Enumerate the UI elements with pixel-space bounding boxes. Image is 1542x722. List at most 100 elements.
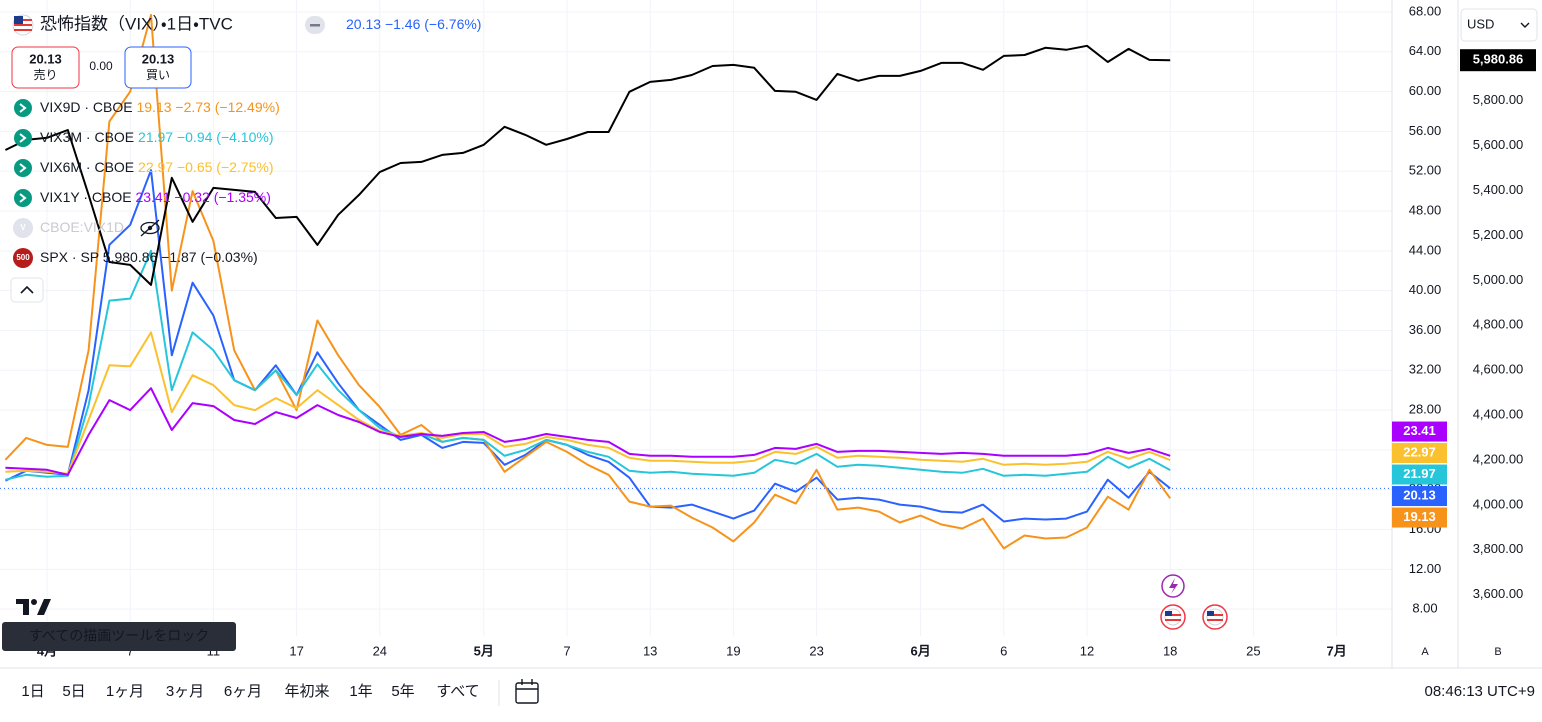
range-button[interactable]: 1年 <box>349 683 372 700</box>
legend-text: SPX · SP 5,980.86 −1.87 (−0.03%) <box>40 249 258 265</box>
range-button[interactable]: 1ヶ月 <box>106 683 144 700</box>
x-tick-label: 12 <box>1080 643 1094 658</box>
y-tick-label: 8.00 <box>1412 601 1437 616</box>
legend-last: 19.13 <box>136 99 171 115</box>
y2-tick-label: 5,200.00 <box>1473 227 1524 242</box>
legend-pct: (−2.75%) <box>216 159 273 175</box>
visibility-toggle[interactable] <box>140 219 160 237</box>
legend-item[interactable]: VIX1Y · CBOE 23.41 −0.32 (−1.35%) <box>14 189 271 207</box>
toolbar: 08:46:13 UTC+9 1日 5日 1ヶ月 3ヶ月 6ヶ月 年初来 1年 5年 すべて <box>21 679 1535 706</box>
y-tick-label: 60.00 <box>1409 83 1442 98</box>
currency-dropdown[interactable]: USD <box>1460 8 1538 42</box>
sell-price: 20.13 <box>29 51 62 66</box>
x-tick-label: 7月 <box>1326 643 1346 658</box>
date-range-button[interactable] <box>515 679 539 704</box>
range-button[interactable]: 年初来 <box>284 683 329 700</box>
legend-text: VIX6M · CBOE 22.97 −0.65 (−2.75%) <box>40 159 274 175</box>
x-tick-label: 6 <box>1000 643 1007 658</box>
legend-last: 23.41 <box>135 189 170 205</box>
legend-icon <box>14 99 32 117</box>
axis-mode-b[interactable]: B <box>1494 646 1501 658</box>
event-icon[interactable] <box>1160 604 1186 630</box>
tooltip-text: すべての描画ツールをロック <box>29 628 209 644</box>
y2-tick-label: 4,200.00 <box>1473 451 1524 466</box>
y2-tick-label: 5,600.00 <box>1473 137 1524 152</box>
x-tick-label: 7 <box>563 643 570 658</box>
overlay: 恐怖指数（VIX）・1日・TVC 20.13 −1.46 (−6.76%) 20… <box>2 8 1538 658</box>
event-icon[interactable] <box>1161 574 1185 598</box>
x-tick-label: 17 <box>289 643 303 658</box>
chart-title: 恐怖指数（VIX）・1日・TVC <box>40 14 233 33</box>
series-line <box>5 331 1171 475</box>
legend-change: −2.73 <box>175 99 211 115</box>
legend-text: VIX3M · CBOE 21.97 −0.94 (−4.10%) <box>40 129 274 145</box>
price-box-label: 20.13 <box>1403 487 1436 502</box>
price-box-label: 5,980.86 <box>1473 52 1524 67</box>
range-button[interactable]: 3ヶ月 <box>166 683 204 700</box>
price-box <box>1392 421 1447 442</box>
series-line <box>5 387 1171 476</box>
plot <box>0 13 1392 550</box>
series-line <box>4 169 1171 523</box>
y2-tick-label: 3,600.00 <box>1473 586 1524 601</box>
x-tick-label: 23 <box>809 643 823 658</box>
legend-item[interactable]: 500 SPX · SP 5,980.86 −1.87 (−0.03%) <box>13 248 258 268</box>
range-button[interactable]: 6ヶ月 <box>224 683 262 700</box>
legend-icon-arrow <box>19 163 27 173</box>
range-button[interactable]: 1日 <box>21 683 44 700</box>
x-tick-label: 19 <box>726 643 740 658</box>
legend-icon <box>13 248 33 268</box>
y-tick-label: 32.00 <box>1409 362 1442 377</box>
y-tick-label: 40.00 <box>1409 282 1442 297</box>
legend-item[interactable]: V CBOE:VIX1D <box>13 218 124 238</box>
legend-pct: (−0.03%) <box>201 249 258 265</box>
y-tick-label: 12.00 <box>1409 561 1442 576</box>
legend-text: VIX9D · CBOE 19.13 −2.73 (−12.49%) <box>40 99 280 115</box>
legend-icon-arrow <box>19 193 27 203</box>
legend-name: VIX9D · CBOE <box>40 99 133 115</box>
sell-label: 売り <box>33 67 57 82</box>
price-box <box>1392 443 1447 464</box>
range-button[interactable]: すべて <box>436 683 479 700</box>
legend-icon <box>13 218 33 238</box>
y-tick-label: 36.00 <box>1409 322 1442 337</box>
y-tick-label: 52.00 <box>1409 163 1442 178</box>
legend-change: −1.87 <box>161 249 197 265</box>
legend-item[interactable]: VIX3M · CBOE 21.97 −0.94 (−4.10%) <box>14 129 274 147</box>
quote-last: 20.13 <box>346 16 381 32</box>
legend-icon <box>14 129 32 147</box>
series-line <box>4 44 1171 286</box>
x-tick-label: 25 <box>1246 643 1260 658</box>
legend-item[interactable]: VIX6M · CBOE 22.97 −0.65 (−2.75%) <box>14 159 274 177</box>
legend-pct: (−12.49%) <box>215 99 280 115</box>
legend-change: −0.65 <box>177 159 213 175</box>
price-box <box>1392 507 1447 528</box>
quote-pct: (−6.76%) <box>424 16 481 32</box>
y2-tick-label: 4,400.00 <box>1473 407 1524 422</box>
tooltip <box>2 622 236 651</box>
x-tick-label: 13 <box>643 643 657 658</box>
range-button[interactable]: 5日 <box>62 683 85 700</box>
collapse-button[interactable] <box>10 277 44 303</box>
y2-tick-label: 4,800.00 <box>1473 317 1524 332</box>
legend-item[interactable]: VIX9D · CBOE 19.13 −2.73 (−12.49%) <box>14 99 280 117</box>
y2-tick-label: 5,400.00 <box>1473 182 1524 197</box>
axis-mode-a[interactable]: A <box>1421 646 1429 658</box>
currency-label: USD <box>1467 16 1494 31</box>
sell-button[interactable]: 20.13 売り <box>11 46 80 89</box>
price-box-label: 19.13 <box>1403 509 1436 524</box>
legend-badge: 500 <box>16 253 30 262</box>
buy-button[interactable]: 20.13 買い <box>124 46 192 89</box>
range-button[interactable]: 5年 <box>391 683 414 700</box>
x-tick-label: 5月 <box>474 643 494 658</box>
legend-last: 21.97 <box>138 129 173 145</box>
x-tick-label: 6月 <box>910 643 930 658</box>
y-tick-label: 68.00 <box>1409 3 1442 18</box>
flag-icon <box>12 14 34 36</box>
tv-logo[interactable] <box>16 599 51 615</box>
event-icon[interactable] <box>1202 604 1228 630</box>
x-tick-label: 18 <box>1163 643 1177 658</box>
price-box-label: 22.97 <box>1403 444 1436 459</box>
clock[interactable]: 08:46:13 UTC+9 <box>1425 683 1536 700</box>
spread: 0.00 <box>89 59 113 73</box>
